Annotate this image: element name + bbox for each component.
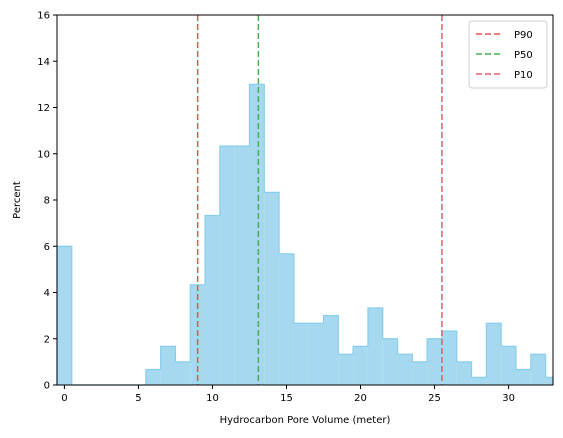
legend-label-p50: P50 [514, 50, 533, 61]
histogram-bar [530, 354, 546, 385]
y-axis-ticks: 0 2 4 6 8 10 12 14 16 [37, 11, 57, 392]
histogram-bar [367, 307, 383, 385]
histogram-bar [515, 369, 531, 385]
percentile-lines [196, 15, 443, 385]
x-tick-label: 30 [502, 393, 515, 404]
histogram-bar [264, 192, 280, 385]
y-tick-label: 8 [44, 196, 50, 207]
y-tick-label: 2 [44, 334, 50, 345]
histogram-bar [205, 215, 220, 385]
histogram-bar [545, 377, 553, 385]
histogram-bar [145, 369, 161, 385]
histogram-bar [175, 361, 191, 385]
x-tick-label: 20 [354, 393, 367, 404]
y-tick-label: 16 [37, 11, 50, 22]
x-tick-label: 0 [61, 393, 67, 404]
x-axis-ticks: 0 5 10 15 20 25 30 [61, 385, 515, 404]
legend-label-p10: P10 [514, 70, 533, 81]
histogram-bar [249, 84, 265, 385]
histogram-bar [57, 246, 72, 385]
histogram-bar [397, 354, 413, 385]
histogram-bar [279, 253, 294, 385]
histogram-bar [486, 323, 502, 385]
histogram-bar [219, 146, 235, 385]
y-tick-label: 12 [37, 103, 50, 114]
y-tick-label: 10 [37, 149, 50, 160]
histogram-bar [353, 346, 368, 385]
histogram-bar [412, 361, 428, 385]
x-tick-label: 15 [280, 393, 293, 404]
histogram-bar [323, 315, 339, 385]
histogram-bar [382, 338, 398, 385]
legend: P90 P50 P10 [468, 20, 548, 89]
x-tick-label: 5 [135, 393, 141, 404]
histogram-bar [441, 331, 457, 385]
histogram-bar [308, 323, 324, 385]
histogram-outline [56, 83, 554, 386]
histogram-bars [56, 83, 554, 386]
y-tick-label: 4 [44, 288, 50, 299]
histogram-bar [160, 346, 176, 385]
x-tick-label: 25 [428, 393, 441, 404]
legend-box [468, 20, 548, 89]
histogram-bar [293, 323, 309, 385]
histogram-bar [456, 361, 472, 385]
x-axis-label: Hydrocarbon Pore Volume (meter) [220, 415, 391, 426]
histogram-bar [501, 346, 516, 385]
histogram-bar [338, 354, 354, 385]
histogram-bar [427, 338, 442, 385]
legend-label-p90: P90 [514, 30, 533, 41]
y-tick-label: 0 [44, 381, 50, 392]
y-tick-label: 14 [37, 57, 50, 68]
histogram-bar [234, 146, 250, 385]
histogram-bar [471, 377, 487, 385]
y-axis-label: Percent [12, 181, 23, 219]
x-tick-label: 10 [206, 393, 219, 404]
y-tick-label: 6 [44, 242, 50, 253]
